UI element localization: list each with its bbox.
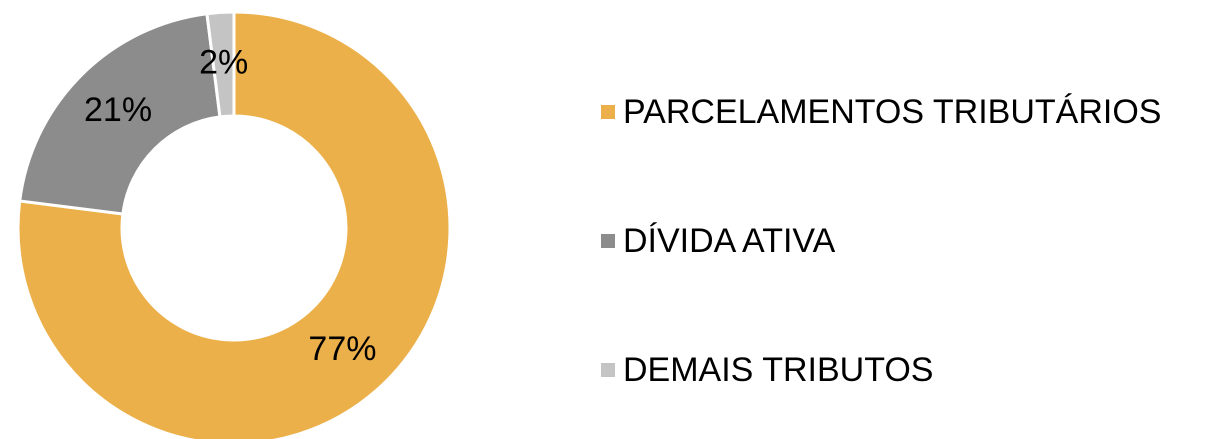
legend-swatch <box>601 105 615 119</box>
donut-segment <box>16 10 452 439</box>
legend-label: PARCELAMENTOS TRIBUTÁRIOS <box>623 93 1161 131</box>
donut-segment <box>205 10 236 119</box>
data-label: 21% <box>84 91 152 129</box>
legend-swatch <box>601 234 615 248</box>
donut-segment <box>18 12 222 216</box>
legend-swatch <box>601 363 615 377</box>
legend-label: DÍVIDA ATIVA <box>623 222 836 260</box>
data-label: 2% <box>199 43 248 81</box>
legend-label: DEMAIS TRIBUTOS <box>623 351 933 389</box>
data-label: 77% <box>308 330 376 368</box>
